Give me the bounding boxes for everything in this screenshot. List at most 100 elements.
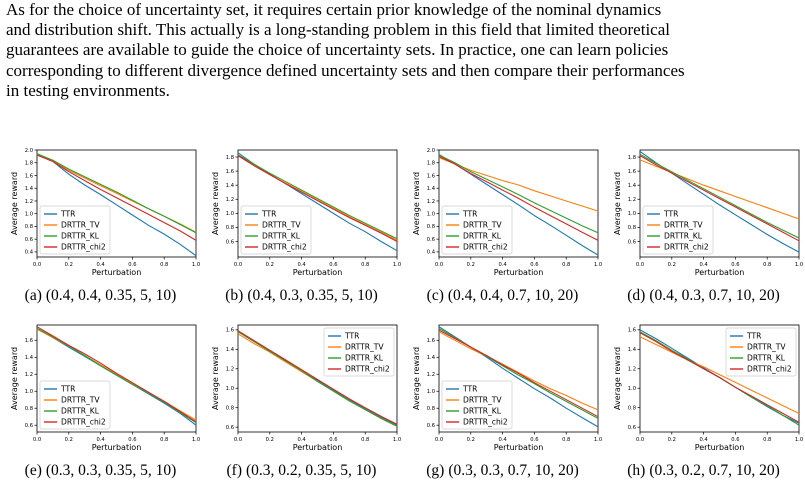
legend-label: DRTTR_KL (61, 232, 100, 241)
y-tick-label: 0.8 (628, 405, 636, 411)
x-tick-label: 0.2 (467, 262, 475, 268)
paragraph-line: As for the choice of uncertainty set, it… (6, 0, 662, 19)
x-tick-label: 0.6 (731, 262, 739, 268)
line-chart-e: 0.0 0.2 0.4 0.6 0.8 1.0 0.6 0.8 1.0 1.2 1.4 1.6 Pert… (10, 324, 200, 452)
y-tick-label: 1.0 (226, 211, 234, 217)
x-axis-label: Perturbation (494, 268, 544, 277)
legend-label: DRTTR_TV (664, 221, 703, 230)
plot-frame (438, 324, 599, 433)
legend-label: DRTTR_KL (345, 354, 384, 363)
y-tick-label: 0.8 (427, 224, 435, 230)
figure-panel-h: 0.0 0.2 0.4 0.6 0.8 1.0 0.6 0.8 1.0 1.2 1.4 1.6 Pert… (603, 320, 804, 495)
legend: TTR DRTTR_TV DRTTR_KL DRTTR_chi2 (39, 380, 111, 430)
y-axis-label: Average reward (211, 347, 220, 410)
caption-params: (0.3, 0.2, 0.7, 10, 20) (649, 462, 780, 479)
series-line-drttr_chi2 (36, 326, 197, 423)
y-tick-label: 0.8 (25, 406, 33, 412)
legend-box (441, 380, 513, 430)
x-tick-label: 0.2 (65, 437, 73, 443)
x-axis-label: Perturbation (92, 268, 142, 277)
y-tick-label: 0.6 (226, 425, 234, 431)
legend-box (725, 327, 797, 377)
y-tick-label: 1.2 (427, 372, 435, 378)
y-tick-label: 0.6 (25, 237, 33, 243)
y-tick-label: 2.0 (427, 148, 435, 154)
y-tick-label: 1.0 (427, 211, 435, 217)
y-tick-label: 1.4 (25, 186, 34, 192)
y-tick-label: 1.2 (25, 372, 33, 378)
series-line-drttr_kl (36, 153, 197, 234)
legend-label: DRTTR_KL (664, 232, 703, 241)
x-tick-label: 1.0 (192, 437, 200, 443)
x-tick-label: 1.0 (393, 262, 401, 268)
caption-label: (f) (226, 462, 243, 479)
y-tick-label: 1.4 (226, 183, 235, 189)
y-tick-label: 0.8 (226, 225, 234, 231)
y-tick-label: 1.6 (226, 328, 234, 334)
legend-label: TTR (462, 210, 478, 219)
line-chart-h: 0.0 0.2 0.4 0.6 0.8 1.0 0.6 0.8 1.0 1.2 1.4 1.6 Pert… (613, 324, 803, 452)
x-tick-label: 0.0 (636, 437, 644, 443)
x-tick-label: 0.2 (266, 437, 274, 443)
y-tick-label: 0.6 (628, 425, 636, 431)
line-chart-b: 0.0 0.2 0.4 0.6 0.8 1.0 0.6 0.8 1.0 1.2 1.4 1.6 1.8 P… (211, 149, 401, 277)
x-axis-label: Perturbation (92, 443, 142, 452)
y-axis-label: Average reward (613, 347, 622, 410)
y-tick-label: 1.0 (226, 386, 234, 392)
y-axis-label: Average reward (10, 347, 19, 410)
legend-box (441, 205, 513, 255)
line-chart-c: 0.0 0.2 0.4 0.6 0.8 1.0 0.4 0.6 0.8 1.0 1.2 1.4 1.6 1… (412, 148, 602, 277)
legend-label: DRTTR_chi2 (345, 365, 390, 374)
caption-label: (b) (225, 287, 244, 304)
plot-frame (237, 149, 398, 258)
caption-params: (0.3, 0.3, 0.7, 10, 20) (448, 462, 579, 479)
y-tick-label: 0.4 (427, 250, 436, 256)
figure-caption: (f) (0.3, 0.2, 0.35, 5, 10) (201, 462, 402, 480)
x-tick-label: 0.6 (329, 262, 337, 268)
x-tick-label: 1.0 (192, 262, 200, 268)
legend-box (642, 205, 714, 255)
y-tick-label: 1.6 (628, 169, 636, 175)
y-tick-label: 0.8 (628, 225, 636, 231)
series-line-ttr (36, 153, 197, 257)
y-tick-label: 0.8 (427, 406, 435, 412)
x-tick-label: 0.6 (530, 437, 538, 443)
x-tick-label: 0.2 (65, 262, 73, 268)
y-tick-label: 1.8 (628, 155, 636, 161)
x-tick-label: 0.6 (329, 437, 337, 443)
figure-caption: (g) (0.3, 0.3, 0.7, 10, 20) (402, 462, 603, 480)
y-axis-label: Average reward (613, 172, 622, 235)
legend-label: DRTTR_TV (262, 221, 301, 230)
legend-label: DRTTR_TV (747, 343, 786, 352)
x-axis-label: Perturbation (293, 268, 343, 277)
x-tick-label: 1.0 (393, 437, 401, 443)
series-line-drttr_chi2 (36, 154, 197, 241)
figure-panel-f: 0.0 0.2 0.4 0.6 0.8 1.0 0.6 0.8 1.0 1.2 1.4 1.6 Pert… (201, 320, 402, 495)
legend-label: DRTTR_KL (747, 354, 786, 363)
x-axis-label: Perturbation (293, 443, 343, 452)
series-line-drttr_chi2 (237, 330, 398, 425)
legend-box (39, 380, 111, 430)
x-tick-label: 0.4 (699, 437, 708, 443)
x-tick-label: 0.8 (562, 437, 570, 443)
legend-box (240, 205, 312, 255)
y-tick-label: 0.4 (25, 250, 34, 256)
x-axis-label: Perturbation (494, 443, 544, 452)
legend-label: DRTTR_chi2 (61, 243, 106, 252)
caption-params: (0.4, 0.4, 0.35, 5, 10) (45, 287, 177, 304)
legend-label: DRTTR_KL (463, 232, 502, 241)
y-tick-label: 1.4 (25, 355, 34, 361)
series-line-drttr_chi2 (237, 155, 398, 242)
legend-label: TTR (344, 332, 360, 341)
legend-label: DRTTR_TV (61, 396, 100, 405)
y-tick-label: 1.4 (628, 347, 637, 353)
y-tick-label: 1.2 (226, 197, 234, 203)
figure-panel-e: 0.0 0.2 0.4 0.6 0.8 1.0 0.6 0.8 1.0 1.2 1.4 1.6 Pert… (0, 320, 201, 495)
y-tick-label: 1.4 (628, 183, 637, 189)
legend: TTR DRTTR_TV DRTTR_KL DRTTR_chi2 (323, 327, 395, 377)
legend-label: DRTTR_chi2 (262, 243, 307, 252)
figure-caption: (d) (0.4, 0.3, 0.7, 10, 20) (603, 287, 804, 305)
x-tick-label: 0.0 (636, 262, 644, 268)
x-tick-label: 1.0 (795, 437, 803, 443)
legend: TTR DRTTR_TV DRTTR_KL DRTTR_chi2 (240, 205, 312, 255)
